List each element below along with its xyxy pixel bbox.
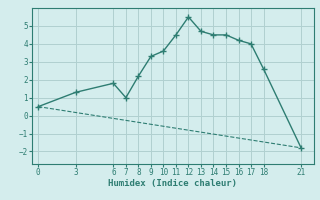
X-axis label: Humidex (Indice chaleur): Humidex (Indice chaleur)	[108, 179, 237, 188]
